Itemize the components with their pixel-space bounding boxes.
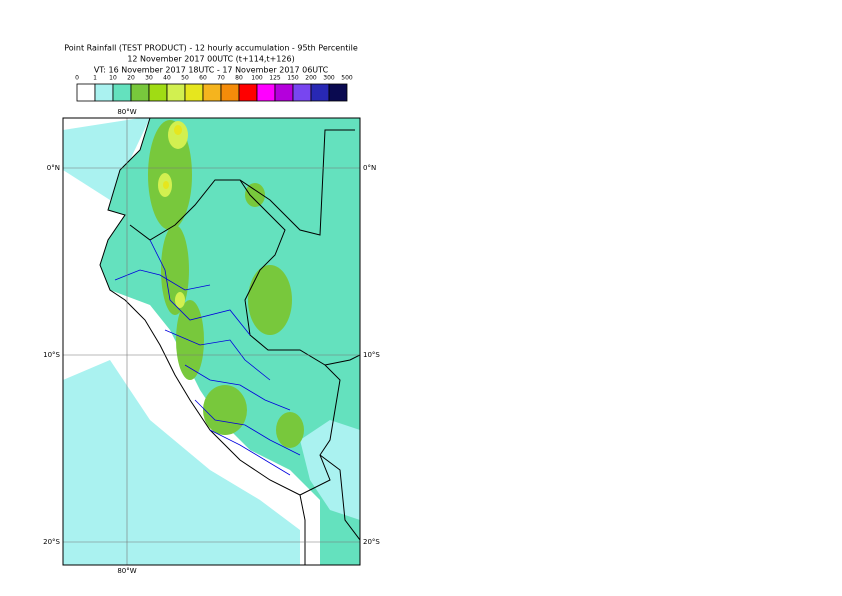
legend-swatch	[166, 83, 186, 102]
legend-label: 60	[199, 75, 207, 82]
legend-swatch	[274, 83, 294, 102]
map	[63, 118, 360, 565]
legend-label: 80	[235, 75, 243, 82]
precip-area	[63, 360, 300, 565]
legend-label: 200	[305, 75, 317, 82]
legend-label: 150	[287, 75, 299, 82]
legend-swatch	[310, 83, 330, 102]
rain-peak	[163, 125, 182, 189]
province-lines	[114, 239, 301, 476]
legend-label: 100	[251, 75, 263, 82]
title: Point Rainfall (TEST PRODUCT) - 12 hourl…	[64, 44, 358, 53]
legend-swatch	[94, 83, 114, 102]
graticule	[63, 118, 360, 565]
valid-time: VT: 16 November 2017 18UTC - 17 November…	[94, 66, 329, 75]
subtitle: 12 November 2017 00UTC (t+114,t+126)	[127, 55, 294, 64]
legend-label: 20	[127, 75, 135, 82]
legend-label: 0	[75, 75, 79, 82]
legend-swatch	[220, 83, 240, 102]
legend-label: 500	[341, 75, 353, 82]
lat-label: 20°S	[363, 538, 380, 546]
legend-label: 40	[163, 75, 171, 82]
rain-belt	[148, 120, 304, 448]
legend-label: 50	[181, 75, 189, 82]
legend-label: 125	[269, 75, 281, 82]
legend-swatch	[202, 83, 222, 102]
legend-label: 1	[93, 75, 97, 82]
legend-swatch	[76, 83, 96, 102]
land-precip	[100, 118, 360, 565]
legend-swatch	[292, 83, 312, 102]
legend-swatch	[184, 83, 204, 102]
lon-label: 80°W	[117, 108, 136, 116]
lat-label: 20°S	[43, 538, 60, 546]
legend-swatch	[148, 83, 168, 102]
legend-swatch	[256, 83, 276, 102]
legend-swatch	[238, 83, 258, 102]
lon-label: 80°W	[117, 567, 136, 575]
legend-swatch	[112, 83, 132, 102]
legend-swatch	[130, 83, 150, 102]
lat-label: 0°N	[363, 164, 376, 172]
map-frame	[62, 117, 361, 566]
legend-swatch	[328, 83, 348, 102]
lat-label: 0°N	[47, 164, 60, 172]
precip-area	[300, 420, 360, 520]
legend-label: 70	[217, 75, 225, 82]
lat-label: 10°S	[363, 351, 380, 359]
legend-label: 10	[109, 75, 117, 82]
borders	[99, 118, 360, 565]
lat-label: 10°S	[43, 351, 60, 359]
precip-area	[63, 118, 150, 200]
legend: 0 1 10 20 30 40 50 60 70 80 100 125 150 200 300 500	[75, 75, 353, 102]
legend-label: 30	[145, 75, 153, 82]
legend-label: 300	[323, 75, 335, 82]
